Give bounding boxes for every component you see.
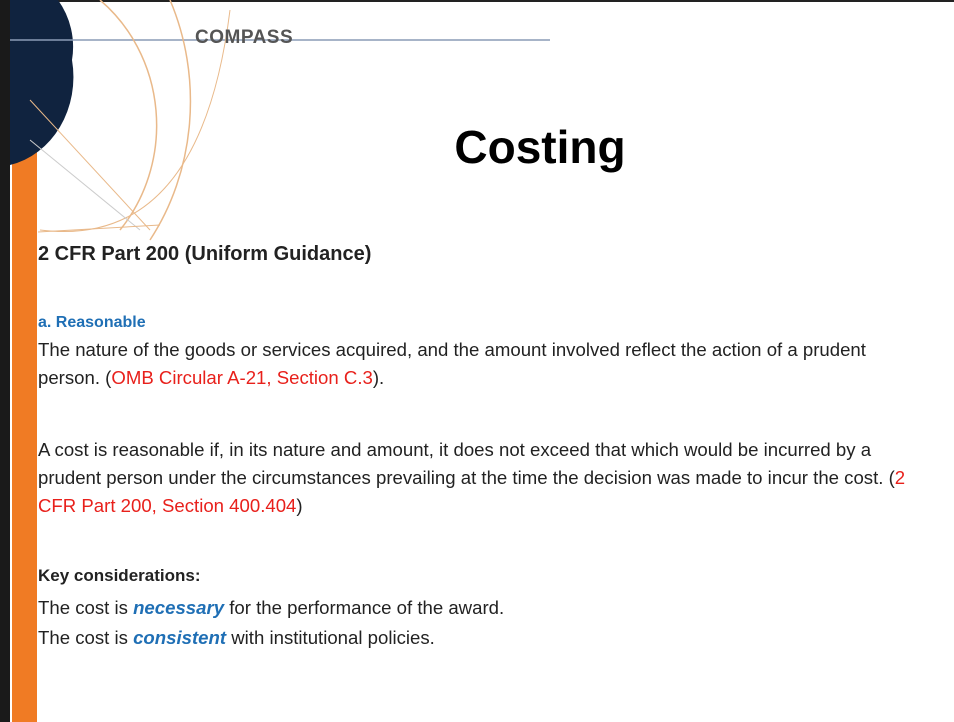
text-run: The cost is	[38, 627, 134, 648]
ray	[37, 224, 161, 233]
paragraph: A cost is reasonable if, in its nature a…	[38, 436, 908, 520]
text-run: A cost is reasonable if, in its nature a…	[38, 439, 895, 488]
content: 2 CFR Part 200 (Uniform Guidance) a. Rea…	[38, 240, 908, 654]
text-key: consistent	[133, 627, 227, 648]
arc	[39, 9, 231, 232]
ray	[29, 99, 151, 231]
consideration: The cost is consistent with institutiona…	[38, 624, 908, 652]
slide-title: Costing	[454, 121, 626, 173]
top-border	[0, 0, 954, 2]
left-border	[0, 0, 10, 722]
paragraph: The nature of the goods or services acqu…	[38, 336, 908, 392]
considerations-list: The cost is necessary for the performanc…	[38, 594, 908, 652]
text-run: The cost is	[38, 597, 134, 618]
paragraphs: The nature of the goods or services acqu…	[38, 336, 908, 520]
subheading: a. Reasonable	[38, 314, 146, 331]
considerations-heading: Key considerations:	[38, 566, 201, 585]
consideration: The cost is necessary for the performanc…	[38, 594, 908, 622]
text-run: for the performance of the award.	[224, 597, 505, 618]
arc	[149, 0, 192, 241]
text-run: with institutional policies.	[226, 627, 435, 648]
logo: COMPASS	[195, 27, 294, 48]
text-key: necessary	[133, 597, 225, 618]
text-run: )	[296, 495, 303, 516]
text-run: ).	[372, 367, 385, 388]
navy-shape	[10, 0, 74, 165]
text-ref: 2 CFR Part 200, Section 400.404	[38, 467, 906, 516]
heading: 2 CFR Part 200 (Uniform Guidance)	[38, 243, 372, 265]
ray	[29, 139, 141, 231]
orange-bar	[12, 140, 37, 722]
text-ref: OMB Circular A-21, Section C.3	[111, 367, 373, 388]
arc	[99, 0, 158, 231]
text-run: The nature of the goods or services acqu…	[38, 339, 866, 388]
